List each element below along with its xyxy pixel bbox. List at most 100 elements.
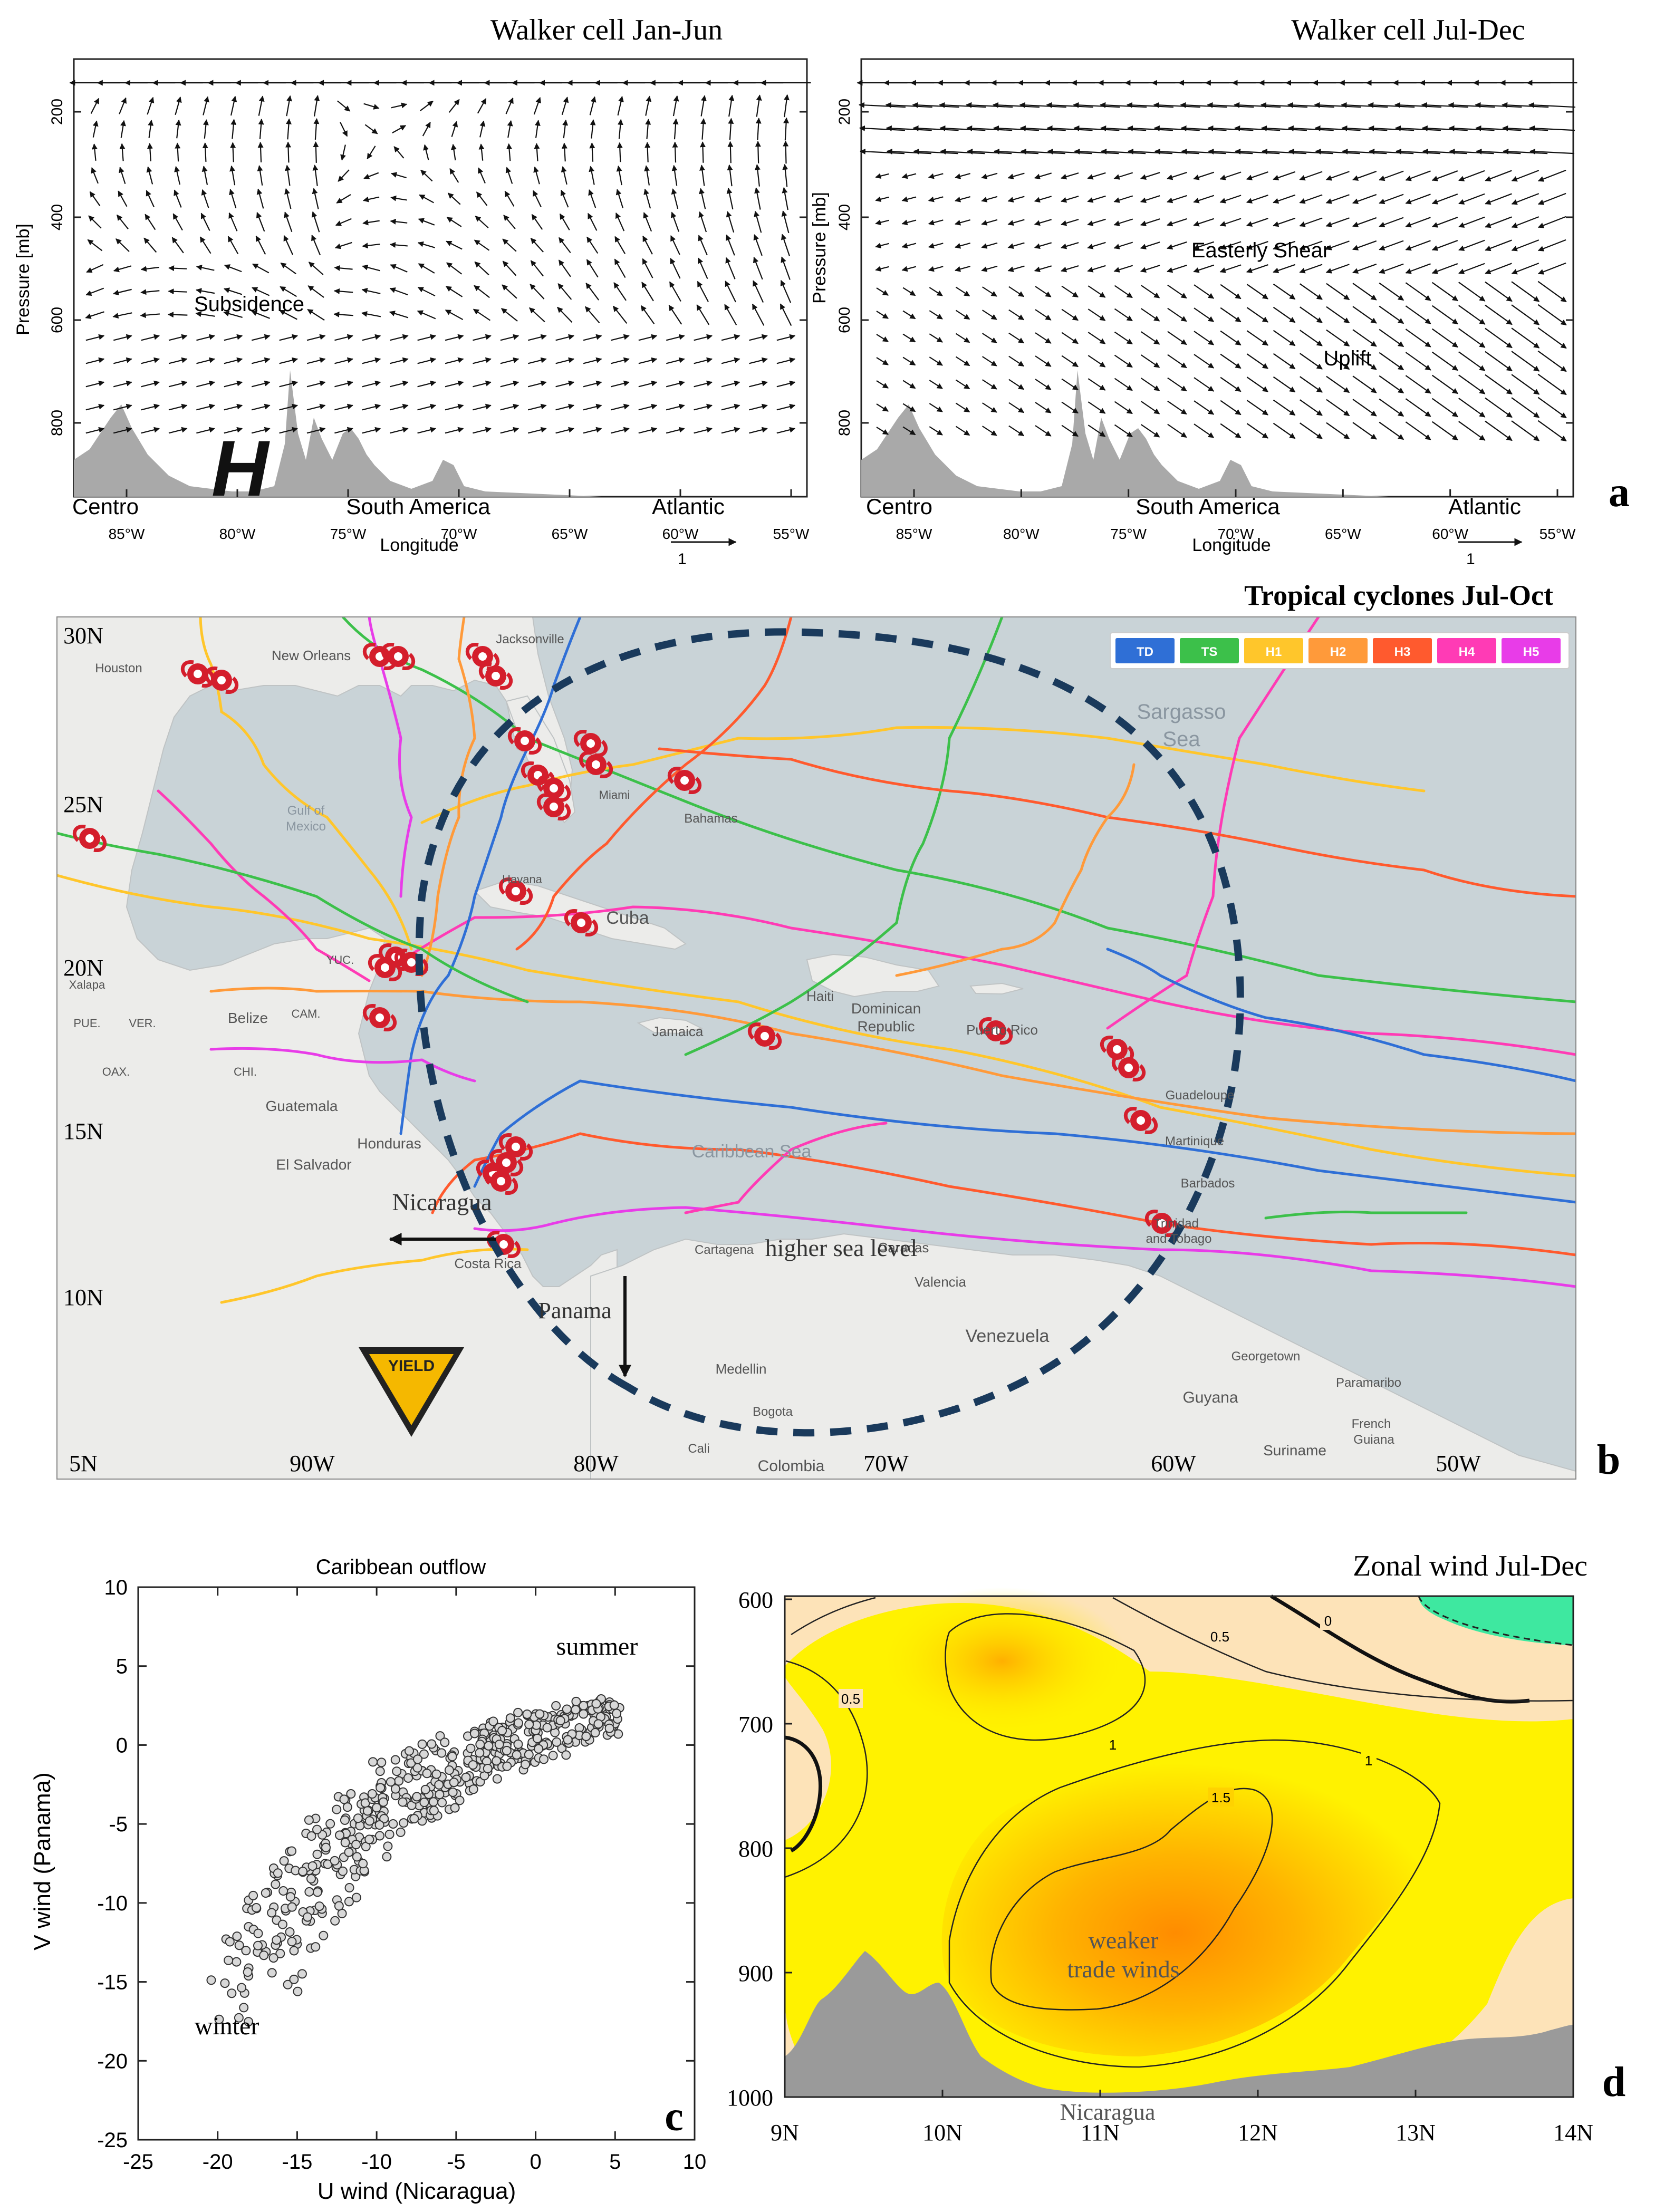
panel-a-left-wind-vector: [612, 305, 628, 324]
panel-a-right-wind-vector: [1431, 421, 1458, 441]
panel-a-right-wind-vector: [940, 148, 985, 154]
scatter-point: [542, 1723, 552, 1733]
panel-a-right-wind-vector: [1035, 355, 1052, 367]
panel-a-right-wind-vector: [1326, 306, 1350, 324]
panel-a-left-wind-vector: [478, 167, 486, 184]
panel-a-left-wind-vector: [140, 312, 160, 318]
panel-a-left-wind-vector: [555, 403, 575, 411]
panel-a-right-wind-vector: [1019, 102, 1066, 108]
panel-a-left-wind-vector: [120, 120, 126, 138]
contour-0.5-top: [791, 1597, 1574, 1702]
panel-a-right-wind-vector: [1341, 102, 1388, 108]
panel-a-right-wind-vector: [1511, 216, 1539, 228]
cyclone-symbol-eye: [550, 803, 558, 811]
panel-a-right-wind-vector: [928, 243, 944, 249]
panel-a-left-wind-vector: [500, 357, 519, 364]
scatter-point: [378, 1797, 388, 1807]
panel-a-left-wind-vector: [586, 236, 599, 254]
panel-a-left-wind-vector: [334, 265, 353, 271]
panel-a-left-wind-vector: [562, 119, 569, 139]
latitude-label: 5N: [69, 1451, 98, 1476]
panel-a-left-wind-vector: [224, 380, 243, 388]
panel-a-left-wind-vector: [333, 288, 353, 294]
panel-a-left-wind-vector: [85, 334, 105, 341]
map-frame: [56, 616, 1576, 1480]
panel-a-left-wind-vector: [201, 189, 209, 208]
panel-a-right-wind-vector: [1431, 374, 1458, 394]
cyclone-symbol-eye: [502, 1158, 511, 1167]
scatter-point: [277, 1919, 287, 1929]
panel-a-right-wind-vector: [1448, 125, 1495, 131]
panel-a-left-wind-vector: [749, 403, 768, 411]
panel-a-left-wind-vector: [500, 403, 519, 411]
scatter-point: [304, 1887, 314, 1897]
panel-a-left-wind-vector: [148, 120, 154, 138]
latitude-label: 10N: [63, 1284, 103, 1310]
panel-a-left-wind-vector: [203, 96, 209, 115]
panel-a-left-wind-vector: [505, 97, 514, 114]
panel-a-right-wind-vector: [1379, 282, 1404, 301]
panel-a-left-wind-vector: [615, 189, 624, 208]
scatter-point: [561, 1750, 571, 1760]
panel-a-left-wind-vector: [390, 218, 408, 225]
panel-a-left-wind-vector: [642, 258, 653, 278]
place-label: Venezuela: [966, 1326, 1050, 1346]
panel-a-right-wind-vector: [1379, 194, 1404, 205]
legend-label-h1: H1: [1266, 645, 1282, 659]
panel-a-left-wind-vector: [749, 427, 768, 434]
panel-a-right-wind-vector: [1379, 375, 1404, 394]
panel-c-ytick-label: -25: [97, 2129, 128, 2152]
panel-c-title: Caribbean outflow: [316, 1556, 486, 1579]
panel-d-xtick-label: 11N: [1081, 2120, 1120, 2146]
panel-a-right-wind-vector: [1167, 307, 1187, 322]
panel-a-left-wind-vector: [196, 334, 215, 341]
scatter-point: [227, 1988, 237, 1998]
panel-a-left-wind-vector: [258, 119, 264, 139]
panel-a-left-wind-vector: [362, 380, 381, 388]
panel-a-right-wind-vector: [1431, 282, 1458, 302]
panel-a-right-wind-vector: [1220, 353, 1242, 369]
panel-c-xtick-label: -10: [361, 2150, 392, 2174]
panel-a-left-wind-vector: [754, 210, 762, 233]
contour-label-0.5-left: 0.5: [841, 1691, 860, 1707]
panel-a-left-wind-vector: [783, 117, 790, 141]
scatter-point: [364, 1816, 374, 1826]
panel-a-right-wind-vector: [1194, 400, 1215, 415]
region-label-south-america-right: South America: [1136, 494, 1280, 519]
panel-a-left-wind-vector: [141, 357, 160, 364]
panel-a-right-wind-vector: [1126, 102, 1173, 108]
panel-a-left-wind-vector: [694, 380, 713, 388]
land-hispaniola: [806, 953, 940, 998]
panel-a-right-wind-vector: [1141, 285, 1160, 298]
longitude-label: 80W: [573, 1451, 619, 1476]
panel-a-right-wind-vector: [1061, 172, 1079, 180]
panel-a-left-wind-vector: [362, 427, 381, 434]
panel-a-right-wind-vector: [1034, 219, 1052, 226]
panel-a-left-wind-vector: [776, 357, 796, 364]
panel-a-right-wind-vector: [1273, 330, 1296, 346]
panel-a-right-wind-vector: [1193, 218, 1215, 227]
panel-a-left-wind-vector: [699, 165, 705, 186]
legend-swatch-ts: [1180, 638, 1239, 663]
cyclone-symbol: [478, 662, 513, 690]
panel-a-right-wind-vector: [955, 196, 970, 202]
panel-d-ytick-label: 800: [738, 1836, 773, 1862]
scatter-point: [612, 1708, 622, 1718]
annotation-higher-sea-level: higher sea level: [765, 1234, 918, 1261]
panel-a-right-wind-vector: [1314, 102, 1361, 108]
ref-vector-left-label: 1: [678, 550, 687, 568]
panel-a-left-wind-vector: [420, 169, 433, 182]
panel-a-left-wind-vector: [781, 234, 790, 256]
panel-a-right-wind-vector: [1008, 309, 1025, 321]
scatter-point: [593, 1719, 603, 1729]
cyclone-symbol-eye: [497, 1177, 505, 1185]
panel-a-right-wind-vector: [982, 310, 997, 320]
panel-a-left-wind-vector: [533, 97, 541, 115]
scatter-point: [253, 1940, 263, 1950]
panel-a-left-wind-vector: [175, 119, 181, 139]
panel-a-right-xtick-label: 70°W: [1218, 526, 1254, 542]
panel-a-left-wind-vector: [530, 260, 544, 277]
panel-a-left-wind-vector: [86, 264, 104, 273]
panel-a-right-wind-vector: [928, 173, 944, 179]
panel-a-right-wind-vector: [1511, 239, 1539, 252]
